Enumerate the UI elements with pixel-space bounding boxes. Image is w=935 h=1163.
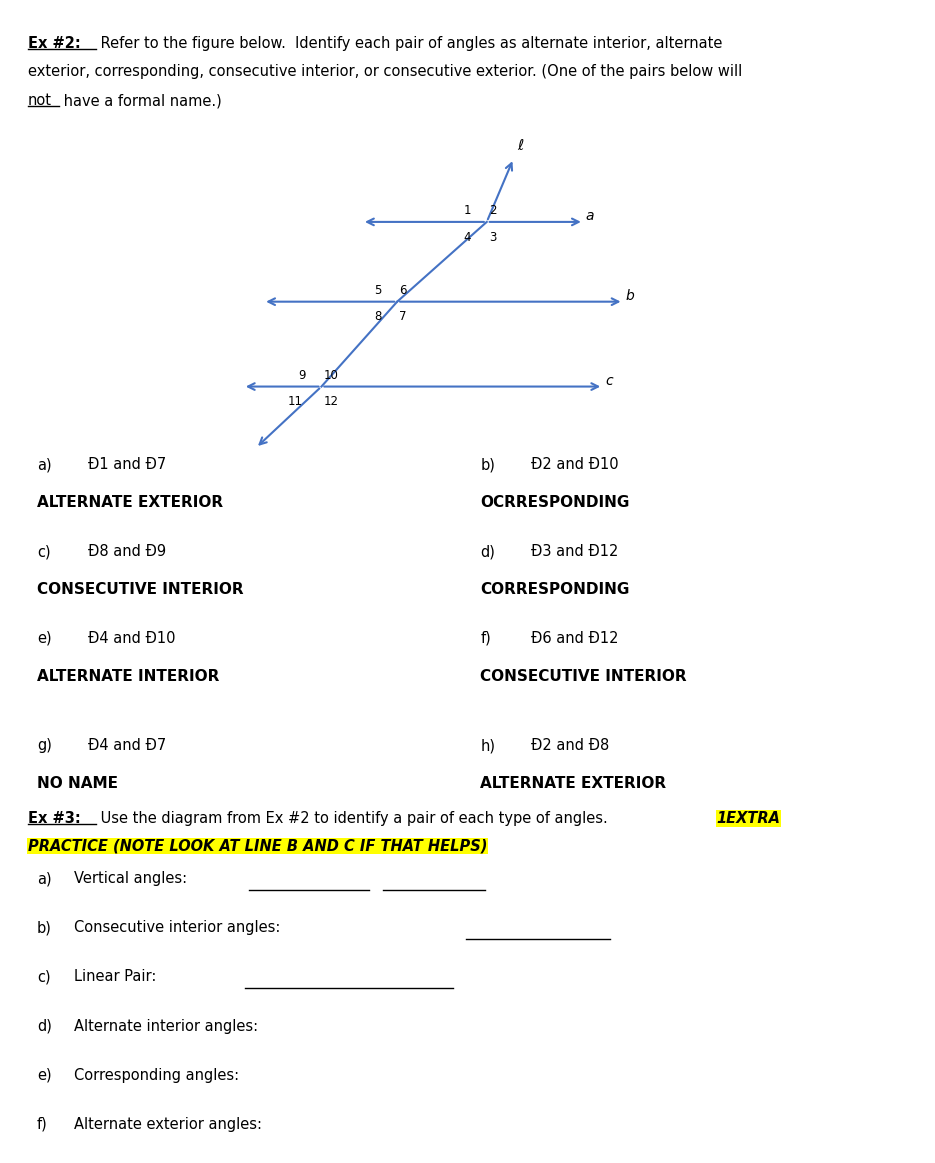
- Text: Ð3 and Ð12: Ð3 and Ð12: [531, 544, 618, 559]
- Text: c): c): [37, 544, 50, 559]
- Text: d): d): [481, 544, 496, 559]
- Text: Alternate exterior angles:: Alternate exterior angles:: [74, 1116, 262, 1132]
- Text: a: a: [585, 209, 594, 223]
- Text: 2: 2: [489, 204, 496, 217]
- Text: h): h): [481, 739, 496, 754]
- Text: 8: 8: [374, 311, 381, 323]
- Text: have a formal name.): have a formal name.): [59, 93, 222, 108]
- Text: CONSECUTIVE INTERIOR: CONSECUTIVE INTERIOR: [37, 582, 244, 597]
- Text: ALTERNATE INTERIOR: ALTERNATE INTERIOR: [37, 669, 220, 684]
- Text: 4: 4: [464, 230, 471, 243]
- Text: b: b: [626, 288, 634, 302]
- Text: c: c: [605, 373, 612, 387]
- Text: Alternate interior angles:: Alternate interior angles:: [74, 1019, 258, 1034]
- Text: d): d): [37, 1019, 51, 1034]
- Text: Ex #2:: Ex #2:: [28, 36, 80, 51]
- Text: Ð2 and Ð10: Ð2 and Ð10: [531, 457, 619, 472]
- Text: g): g): [37, 739, 51, 754]
- Text: OCRRESPONDING: OCRRESPONDING: [481, 495, 629, 509]
- Text: ALTERNATE EXTERIOR: ALTERNATE EXTERIOR: [37, 495, 223, 509]
- Text: 7: 7: [399, 311, 407, 323]
- Text: 10: 10: [324, 369, 338, 381]
- Text: f): f): [37, 1116, 48, 1132]
- Text: 1: 1: [464, 204, 471, 217]
- Text: CORRESPONDING: CORRESPONDING: [481, 582, 629, 597]
- Text: e): e): [37, 632, 51, 645]
- Text: Linear Pair:: Linear Pair:: [74, 970, 156, 984]
- Text: Use the diagram from Ex #2 to identify a pair of each type of angles.: Use the diagram from Ex #2 to identify a…: [96, 811, 612, 826]
- Text: Vertical angles:: Vertical angles:: [74, 871, 187, 886]
- Text: NO NAME: NO NAME: [37, 776, 118, 791]
- Text: Ð2 and Ð8: Ð2 and Ð8: [531, 739, 610, 754]
- Text: a): a): [37, 457, 51, 472]
- Text: Ð4 and Ð7: Ð4 and Ð7: [88, 739, 166, 754]
- Text: Corresponding angles:: Corresponding angles:: [74, 1068, 239, 1083]
- Text: Ð4 and Ð10: Ð4 and Ð10: [88, 632, 175, 645]
- Text: a): a): [37, 871, 51, 886]
- Text: 3: 3: [489, 230, 496, 243]
- Text: e): e): [37, 1068, 51, 1083]
- Text: Ex #3:: Ex #3:: [28, 811, 80, 826]
- Text: 1EXTRA: 1EXTRA: [717, 811, 781, 826]
- Text: not: not: [28, 93, 51, 108]
- Text: c): c): [37, 970, 50, 984]
- Text: 11: 11: [288, 395, 303, 408]
- Text: Ð1 and Ð7: Ð1 and Ð7: [88, 457, 166, 472]
- Text: Consecutive interior angles:: Consecutive interior angles:: [74, 920, 280, 935]
- Text: Ð6 and Ð12: Ð6 and Ð12: [531, 632, 619, 645]
- Text: Ð8 and Ð9: Ð8 and Ð9: [88, 544, 165, 559]
- Text: 5: 5: [374, 284, 381, 297]
- Text: b): b): [37, 920, 51, 935]
- Text: f): f): [481, 632, 491, 645]
- Text: exterior, corresponding, consecutive interior, or consecutive exterior. (One of : exterior, corresponding, consecutive int…: [28, 64, 742, 79]
- Text: $\ell$: $\ell$: [517, 138, 525, 154]
- Text: 12: 12: [324, 395, 338, 408]
- Text: 9: 9: [298, 369, 306, 381]
- Text: CONSECUTIVE INTERIOR: CONSECUTIVE INTERIOR: [481, 669, 687, 684]
- Text: ALTERNATE EXTERIOR: ALTERNATE EXTERIOR: [481, 776, 667, 791]
- Text: PRACTICE (NOTE LOOK AT LINE B AND C IF THAT HELPS): PRACTICE (NOTE LOOK AT LINE B AND C IF T…: [28, 839, 487, 854]
- Text: b): b): [481, 457, 496, 472]
- Text: Refer to the figure below.  Identify each pair of angles as alternate interior, : Refer to the figure below. Identify each…: [96, 36, 723, 51]
- Text: 6: 6: [399, 284, 407, 297]
